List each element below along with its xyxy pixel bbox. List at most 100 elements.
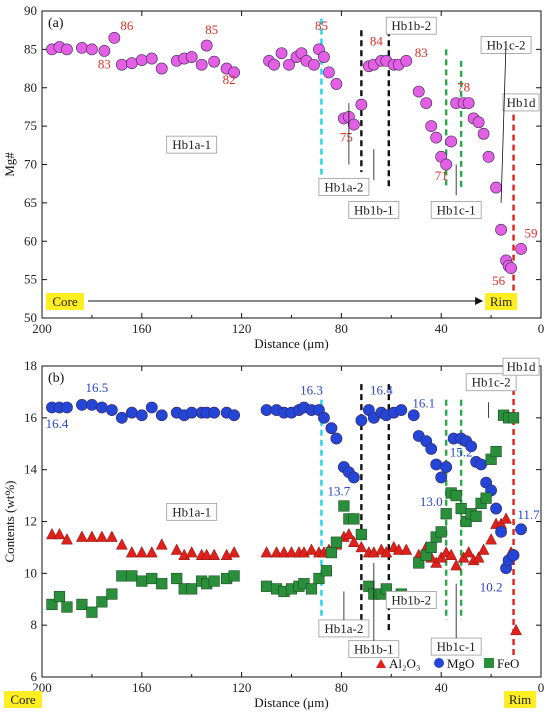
core-highlight bbox=[46, 293, 84, 310]
data-point bbox=[318, 51, 330, 63]
stage-label-text: Hb1d bbox=[507, 359, 536, 374]
rim-highlight bbox=[485, 293, 518, 310]
y-tick-label: 14 bbox=[24, 462, 38, 477]
data-point bbox=[445, 135, 458, 148]
point-value-label: 85 bbox=[205, 22, 218, 37]
data-point bbox=[505, 262, 517, 275]
data-point bbox=[145, 546, 158, 558]
data-point bbox=[355, 540, 368, 553]
data-point bbox=[61, 601, 73, 613]
core-text: Core bbox=[10, 692, 36, 707]
data-point bbox=[228, 66, 241, 79]
stage-label-box bbox=[166, 502, 218, 521]
data-point bbox=[135, 409, 148, 422]
data-point bbox=[440, 158, 453, 171]
data-point bbox=[135, 54, 148, 67]
stage-label: Hb1a-2 bbox=[318, 619, 370, 638]
x-tick-label: 40 bbox=[435, 321, 448, 336]
data-point bbox=[400, 543, 413, 555]
rim-text: Rim bbox=[509, 692, 531, 707]
data-point bbox=[195, 58, 208, 71]
y-tick-label: 75 bbox=[24, 118, 37, 133]
stage-label: Hb1a-1 bbox=[166, 502, 218, 521]
x-axis-title: Distance (μm) bbox=[254, 695, 328, 710]
point-value-label: 15.2 bbox=[450, 445, 473, 460]
data-point bbox=[185, 546, 198, 558]
y-axis-title: Mg# bbox=[2, 152, 17, 177]
data-point bbox=[260, 580, 273, 592]
x-tick-label: 120 bbox=[232, 321, 252, 336]
stage-label-text: Hb1a-2 bbox=[324, 621, 363, 636]
stage-label-box bbox=[385, 16, 437, 35]
data-point bbox=[395, 404, 408, 416]
data-point bbox=[115, 58, 128, 71]
stage-label-box bbox=[166, 135, 218, 154]
data-point bbox=[507, 549, 520, 562]
stage-label-text: Hb1b-1 bbox=[354, 202, 394, 217]
data-point bbox=[126, 570, 138, 582]
data-point bbox=[86, 43, 98, 56]
stage-label-box bbox=[502, 357, 540, 376]
stage-label: Hb1d bbox=[502, 357, 540, 376]
data-point bbox=[260, 404, 273, 416]
data-point bbox=[46, 598, 58, 611]
y-tick-label: 12 bbox=[24, 514, 37, 529]
data-point bbox=[355, 528, 367, 541]
data-point bbox=[53, 591, 66, 603]
data-point bbox=[136, 575, 148, 587]
series-feo bbox=[46, 409, 520, 618]
stage-label: Hb1b-1 bbox=[348, 640, 400, 659]
panel-a: 200 160 120 80 40 0 50 55 60 65 70 75 80 85 90 Distance… bbox=[2, 3, 544, 351]
data-point bbox=[125, 406, 138, 419]
data-point bbox=[425, 541, 437, 554]
data-point bbox=[95, 530, 108, 542]
legend-marker bbox=[376, 659, 386, 668]
data-point bbox=[208, 575, 220, 587]
data-point bbox=[420, 97, 433, 109]
data-point bbox=[355, 98, 368, 111]
x-tick-label: 120 bbox=[232, 680, 252, 695]
data-point bbox=[392, 543, 405, 555]
data-point bbox=[200, 39, 213, 52]
stage-label-box bbox=[385, 591, 437, 609]
data-point bbox=[425, 443, 438, 455]
stage-label: Hb1a-1 bbox=[166, 135, 218, 154]
y-tick-label: 85 bbox=[24, 41, 37, 56]
data-point bbox=[330, 432, 343, 445]
data-point bbox=[208, 55, 221, 68]
y-tick-label: 90 bbox=[24, 3, 37, 18]
legend-label: FeO bbox=[497, 656, 519, 671]
stage-label: Hb1b-1 bbox=[348, 200, 400, 219]
data-point bbox=[96, 596, 108, 608]
data-point bbox=[445, 548, 458, 560]
stage-label: Hb1a-2 bbox=[318, 177, 370, 196]
data-point bbox=[323, 66, 335, 79]
y-tick-label: 70 bbox=[24, 157, 37, 172]
data-point bbox=[465, 440, 478, 453]
data-point bbox=[170, 543, 183, 555]
y-tick-label: 50 bbox=[24, 310, 37, 325]
data-point bbox=[146, 572, 158, 585]
point-value-label: 16.3 bbox=[300, 383, 323, 398]
data-point bbox=[325, 422, 338, 435]
data-point bbox=[480, 492, 492, 504]
data-point bbox=[285, 546, 298, 558]
data-point bbox=[208, 548, 221, 560]
point-value-label: 71 bbox=[435, 168, 448, 183]
core-label: Core bbox=[4, 691, 42, 708]
legend-label: Al₂O₃ bbox=[389, 656, 420, 671]
data-point bbox=[76, 41, 88, 54]
data-point bbox=[477, 127, 490, 140]
legend-marker bbox=[484, 658, 494, 668]
stage-label: Hb1d bbox=[502, 93, 540, 112]
data-point bbox=[98, 45, 111, 57]
stage-label: Hb1b-2 bbox=[385, 16, 437, 35]
data-point bbox=[477, 543, 490, 555]
rim-highlight bbox=[504, 691, 537, 708]
data-point bbox=[208, 406, 221, 419]
data-point bbox=[462, 546, 475, 558]
data-point bbox=[145, 401, 158, 414]
data-point bbox=[490, 181, 502, 194]
data-point bbox=[108, 31, 121, 44]
